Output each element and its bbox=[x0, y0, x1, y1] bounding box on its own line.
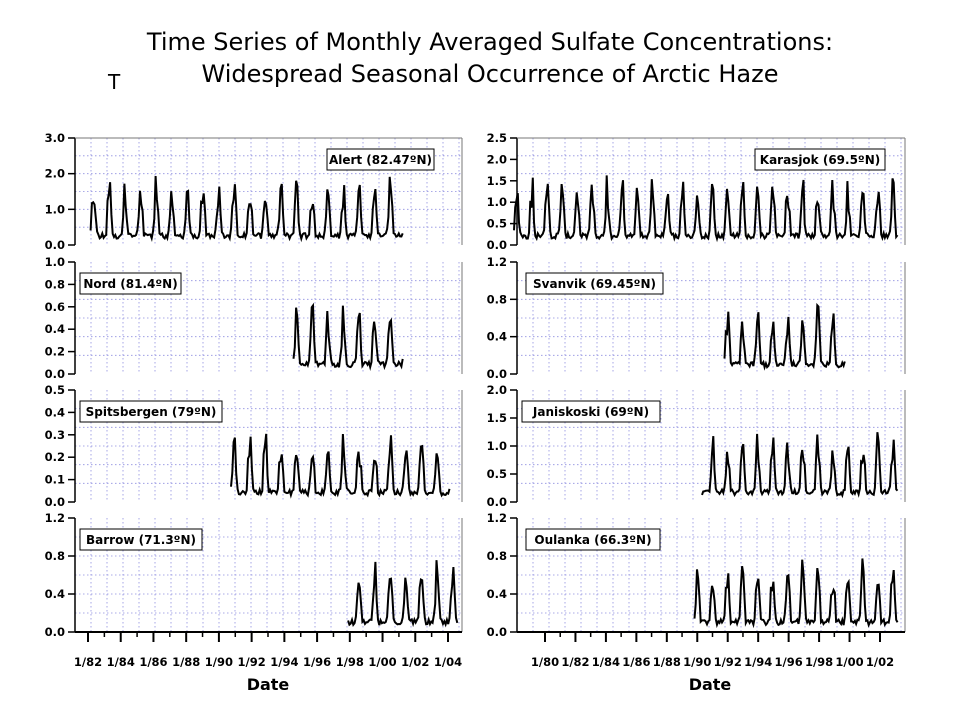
x-tick-label: 1/88 bbox=[172, 655, 200, 669]
x-tick-label: 1/90 bbox=[205, 655, 233, 669]
station-label-box bbox=[521, 400, 661, 423]
x-tick-label: 1/82 bbox=[561, 655, 589, 669]
y-tick-label: 2.0 bbox=[487, 383, 507, 397]
y-tick-label: 0.0 bbox=[45, 495, 65, 509]
x-tick-label: 1/00 bbox=[368, 655, 396, 669]
stray-mark: T bbox=[108, 70, 121, 94]
y-tick-label: 1.2 bbox=[487, 511, 507, 525]
x-axis-title-right: Date bbox=[689, 675, 732, 694]
y-tick-label: 0.4 bbox=[45, 322, 65, 336]
y-tick-label: 0.8 bbox=[487, 549, 507, 563]
y-tick-label: 1.2 bbox=[487, 255, 507, 269]
x-tick-label: 1/94 bbox=[270, 655, 298, 669]
axes: 3.0 2.0 1.0 0.0 1.0 0.8 0.6 0.4 0.2 0.0 0.5 0.4 0.3 0… bbox=[45, 131, 906, 669]
y-tick-label: 0.5 bbox=[45, 383, 65, 397]
y-tick-label: 1.0 bbox=[487, 439, 507, 453]
y-tick-label: 1.0 bbox=[45, 255, 65, 269]
y-tick-label: 0.0 bbox=[487, 625, 507, 639]
x-tick-label: 1/04 bbox=[434, 655, 462, 669]
x-axis-title-left: Date bbox=[247, 675, 290, 694]
x-tick-label: 1/84 bbox=[107, 655, 135, 669]
y-tick-label: 1.5 bbox=[487, 174, 507, 188]
y-tick-label: 0.4 bbox=[45, 587, 65, 601]
grid-lines bbox=[75, 138, 905, 632]
chart-title-line-2: Widespread Seasonal Occurrence of Arctic… bbox=[201, 60, 779, 88]
x-tick-label: 1/90 bbox=[683, 655, 711, 669]
y-tick-label: 1.0 bbox=[45, 202, 65, 216]
y-tick-label: 1.2 bbox=[45, 511, 65, 525]
x-tick-label: 1/86 bbox=[139, 655, 167, 669]
y-tick-label: 0.3 bbox=[45, 428, 65, 442]
y-tick-label: 0.6 bbox=[45, 300, 65, 314]
station-label: Oulanka (66.3ºN) bbox=[534, 533, 651, 547]
series-line bbox=[230, 433, 451, 499]
x-tick-label: 1/98 bbox=[805, 655, 833, 669]
x-tick-label: 1/86 bbox=[622, 655, 650, 669]
chart-title-line-1: Time Series of Monthly Averaged Sulfate … bbox=[146, 28, 834, 56]
y-tick-label: 2.0 bbox=[487, 152, 507, 166]
y-tick-label: 0.0 bbox=[487, 238, 507, 252]
station-label: Barrow (71.3ºN) bbox=[86, 533, 196, 547]
y-tick-label: 0.4 bbox=[487, 587, 507, 601]
x-tick-label: 1/02 bbox=[866, 655, 894, 669]
y-tick-label: 0.8 bbox=[45, 277, 65, 291]
station-label-box bbox=[79, 400, 223, 423]
x-tick-label: 1/96 bbox=[303, 655, 331, 669]
station-label: Nord (81.4ºN) bbox=[83, 277, 177, 291]
station-label-box bbox=[525, 272, 664, 295]
x-tick-label: 1/80 bbox=[531, 655, 559, 669]
x-tick-label: 1/02 bbox=[401, 655, 429, 669]
station-label: Spitsbergen (79ºN) bbox=[86, 405, 217, 419]
series-line bbox=[347, 560, 459, 628]
x-tick-label: 1/84 bbox=[592, 655, 620, 669]
x-tick-label: 1/82 bbox=[74, 655, 102, 669]
y-tick-label: 0.4 bbox=[45, 405, 65, 419]
y-tick-label: 1.0 bbox=[487, 195, 507, 209]
y-tick-label: 0.4 bbox=[487, 330, 507, 344]
x-tick-label: 1/92 bbox=[714, 655, 742, 669]
series-line bbox=[513, 175, 899, 243]
series-line bbox=[89, 175, 404, 243]
y-tick-label: 2.5 bbox=[487, 131, 507, 145]
y-tick-label: 0.0 bbox=[487, 495, 507, 509]
station-label-box bbox=[79, 528, 203, 551]
y-tick-label: 1.5 bbox=[487, 411, 507, 425]
y-tick-label: 0.0 bbox=[487, 367, 507, 381]
x-tick-label: 1/92 bbox=[238, 655, 266, 669]
series-line bbox=[701, 432, 899, 499]
station-label-box bbox=[79, 272, 182, 295]
x-tick-label: 1/94 bbox=[744, 655, 772, 669]
y-tick-label: 0.5 bbox=[487, 217, 507, 231]
y-tick-label: 2.0 bbox=[45, 167, 65, 181]
series-line bbox=[693, 558, 899, 629]
y-tick-label: 0.2 bbox=[45, 345, 65, 359]
x-tick-label: 1/00 bbox=[835, 655, 863, 669]
series-line bbox=[292, 302, 404, 371]
station-label: Janiskoski (69ºN) bbox=[532, 405, 649, 419]
y-tick-label: 0.5 bbox=[487, 467, 507, 481]
y-tick-label: 0.8 bbox=[487, 292, 507, 306]
station-label: Alert (82.47ºN) bbox=[329, 153, 432, 167]
series-lines bbox=[89, 175, 899, 629]
station-label: Svanvik (69.45ºN) bbox=[533, 277, 656, 291]
y-tick-label: 0.8 bbox=[45, 549, 65, 563]
y-tick-label: 0.1 bbox=[45, 473, 65, 487]
station-label: Karasjok (69.5ºN) bbox=[760, 153, 880, 167]
y-tick-label: 0.2 bbox=[45, 450, 65, 464]
x-tick-label: 1/88 bbox=[653, 655, 681, 669]
station-labels: Alert (82.47ºN) Nord (81.4ºN) Spitsbergen … bbox=[79, 148, 886, 551]
y-tick-label: 3.0 bbox=[45, 131, 65, 145]
series-line bbox=[723, 302, 846, 371]
y-tick-label: 0.0 bbox=[45, 625, 65, 639]
x-tick-label: 1/96 bbox=[775, 655, 803, 669]
y-tick-label: 0.0 bbox=[45, 367, 65, 381]
station-label-box bbox=[525, 528, 661, 551]
station-label-box bbox=[754, 148, 886, 171]
x-tick-label: 1/98 bbox=[336, 655, 364, 669]
y-tick-label: 0.0 bbox=[45, 238, 65, 252]
station-label-box bbox=[326, 148, 435, 171]
